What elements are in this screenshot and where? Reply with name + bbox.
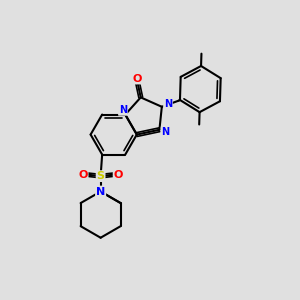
Text: O: O (78, 169, 88, 180)
Text: O: O (132, 74, 141, 84)
Text: N: N (161, 127, 169, 137)
Text: O: O (114, 169, 123, 180)
Text: N: N (96, 187, 105, 196)
Text: S: S (97, 171, 105, 181)
Text: N: N (119, 105, 127, 115)
Text: N: N (164, 100, 172, 110)
